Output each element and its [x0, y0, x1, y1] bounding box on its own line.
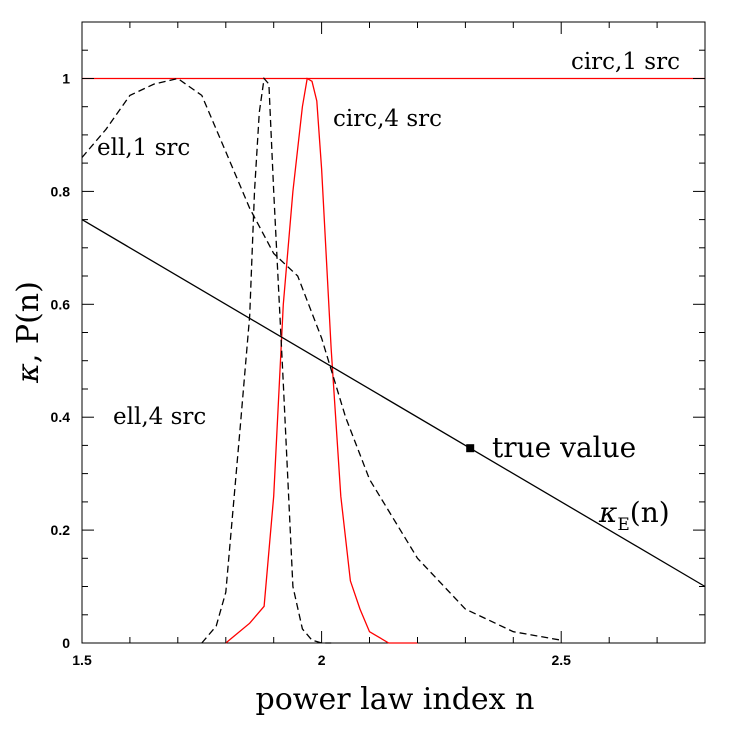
label-kappa-e: κE(n)	[598, 496, 670, 535]
label-circ-1-src: circ,1 src	[571, 49, 680, 75]
series-line-ell-4-src	[201, 76, 332, 644]
label-true-value: true value	[492, 431, 636, 464]
y-axis-title-symbol: κ	[11, 363, 46, 384]
x-tick-label: 2.5	[551, 652, 571, 668]
label-circ-4-src: circ,4 src	[333, 106, 442, 132]
series-layer	[81, 76, 706, 644]
x-tick-label: 2	[318, 652, 326, 668]
kappa-e-symbol: κ	[598, 496, 617, 529]
kappa-e-args: (n)	[630, 496, 670, 529]
label-ell-4-src: ell,4 src	[113, 404, 206, 430]
y-tick-label: 0.6	[51, 296, 71, 312]
y-tick-label: 0	[62, 635, 70, 651]
label-ell-1-src: ell,1 src	[97, 135, 190, 161]
true-value-marker	[466, 444, 475, 453]
y-axis-title: κ, P(n)	[11, 281, 46, 384]
kappa-e-subscript: E	[617, 515, 629, 535]
y-tick-label: 1	[62, 70, 70, 86]
svg-text:κ, P(n): κ, P(n)	[11, 281, 46, 384]
ticks-layer: 1.5 2 2.5 0 0.2 0.4 0.6 0.8 1	[51, 21, 706, 668]
y-tick-label: 0.2	[51, 522, 71, 538]
x-axis-title: power law index n	[256, 682, 535, 717]
series-line-e-n	[81, 219, 706, 588]
y-tick-label: 0.8	[51, 183, 71, 199]
x-tick-label: 1.5	[72, 652, 92, 668]
y-axis-title-rest: , P(n)	[11, 281, 46, 363]
series-line-circ-4-src	[225, 77, 418, 644]
series-line-ell-1-src	[81, 77, 562, 641]
y-tick-label: 0.4	[51, 409, 71, 425]
